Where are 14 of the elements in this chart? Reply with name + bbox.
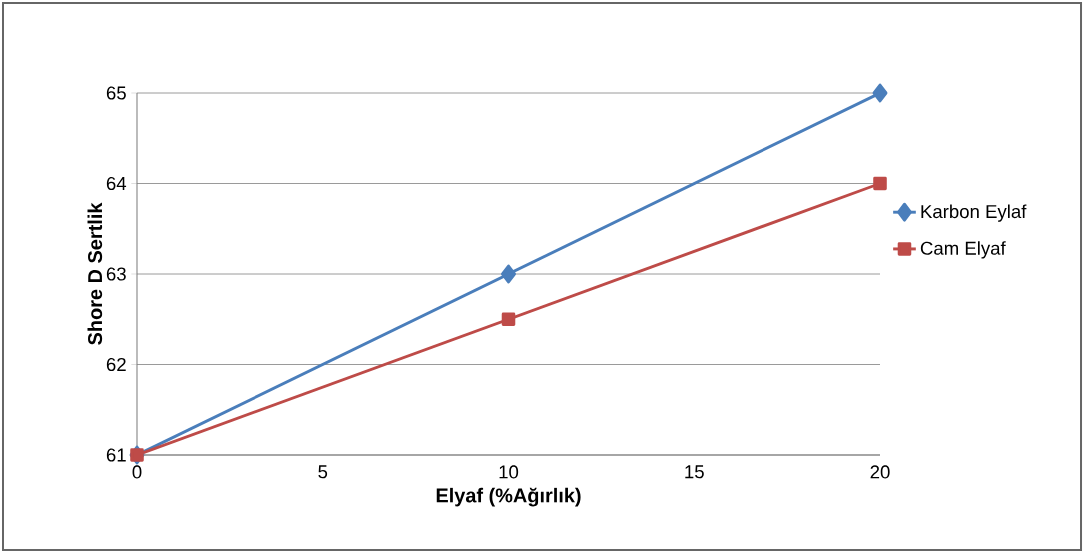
y-tick-label: 64 xyxy=(106,176,127,191)
legend-label: Cam Elyaf xyxy=(920,241,1006,259)
x-tick-label: 0 xyxy=(132,465,142,479)
x-tick-label: 10 xyxy=(499,465,519,479)
legend-label: Karbon Eylaf xyxy=(921,204,1027,222)
x-tick-label: 5 xyxy=(318,465,328,479)
x-axis-title: Elyaf (%Ağırlık) xyxy=(436,487,581,507)
y-tick-label: 61 xyxy=(106,448,126,462)
x-tick-label: 20 xyxy=(870,465,890,479)
x-tick-label: 15 xyxy=(685,465,704,479)
y-tick-label: 62 xyxy=(106,357,126,372)
y-tick-label: 65 xyxy=(106,86,126,100)
y-axis-title: Shore D Sertlik xyxy=(87,202,103,345)
y-tick-label: 63 xyxy=(106,267,126,281)
